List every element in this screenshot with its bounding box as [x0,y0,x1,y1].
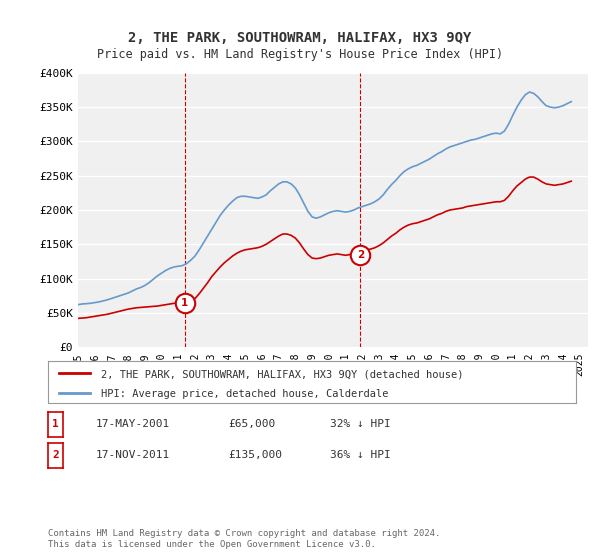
Text: 36% ↓ HPI: 36% ↓ HPI [330,450,391,460]
Text: Contains HM Land Registry data © Crown copyright and database right 2024.
This d: Contains HM Land Registry data © Crown c… [48,529,440,549]
Text: £135,000: £135,000 [228,450,282,460]
Text: 1: 1 [52,419,59,430]
Text: 2: 2 [356,250,364,260]
Text: HPI: Average price, detached house, Calderdale: HPI: Average price, detached house, Cald… [101,389,388,399]
Text: £65,000: £65,000 [228,419,275,430]
Text: Price paid vs. HM Land Registry's House Price Index (HPI): Price paid vs. HM Land Registry's House … [97,48,503,60]
Text: 2, THE PARK, SOUTHOWRAM, HALIFAX, HX3 9QY (detached house): 2, THE PARK, SOUTHOWRAM, HALIFAX, HX3 9Q… [101,370,463,380]
Text: 1: 1 [181,297,188,307]
Text: 17-NOV-2011: 17-NOV-2011 [96,450,170,460]
Text: 2, THE PARK, SOUTHOWRAM, HALIFAX, HX3 9QY: 2, THE PARK, SOUTHOWRAM, HALIFAX, HX3 9Q… [128,31,472,45]
Text: 32% ↓ HPI: 32% ↓ HPI [330,419,391,430]
Text: 17-MAY-2001: 17-MAY-2001 [96,419,170,430]
Text: 2: 2 [52,450,59,460]
